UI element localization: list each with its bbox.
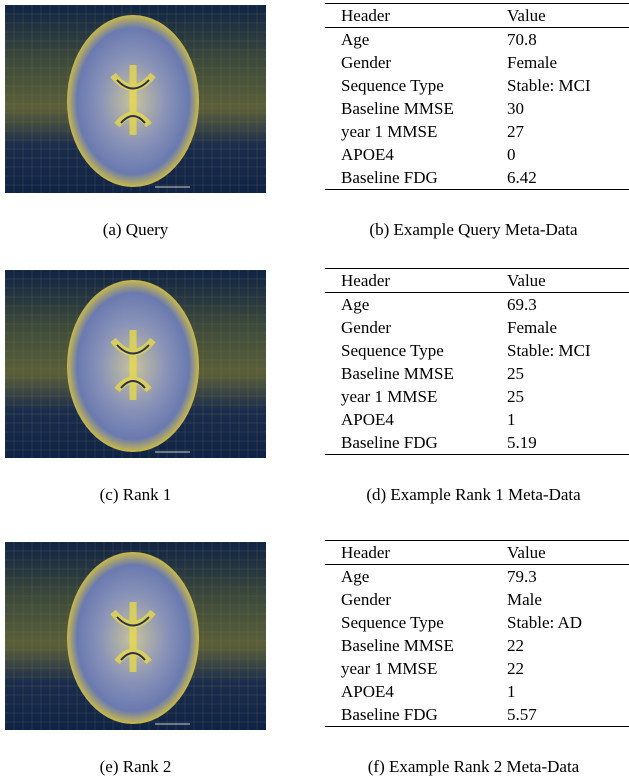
value-cell: Male: [507, 588, 629, 611]
image-caption: (a) Query: [5, 220, 266, 240]
header-cell: Age: [325, 565, 507, 589]
value-cell: 22: [507, 657, 629, 680]
header-cell: year 1 MMSE: [325, 385, 507, 408]
value-cell: Female: [507, 316, 629, 339]
brain-image: [5, 542, 266, 730]
header-cell: Baseline FDG: [325, 703, 507, 727]
table-caption: (b) Example Query Meta-Data: [318, 220, 629, 240]
column-header: Value: [507, 541, 629, 565]
header-cell: Gender: [325, 51, 507, 74]
table-caption: (d) Example Rank 1 Meta-Data: [318, 485, 629, 505]
value-cell: 0: [507, 143, 629, 166]
header-cell: Age: [325, 293, 507, 317]
value-cell: Stable: MCI: [507, 74, 629, 97]
header-cell: APOE4: [325, 143, 507, 166]
brain-image: [5, 5, 266, 193]
brain-image: [5, 270, 266, 458]
header-cell: year 1 MMSE: [325, 120, 507, 143]
header-cell: Gender: [325, 588, 507, 611]
image-caption: (e) Rank 2: [5, 757, 266, 777]
image-caption: (c) Rank 1: [5, 485, 266, 505]
header-cell: Baseline MMSE: [325, 634, 507, 657]
column-header: Header: [325, 269, 507, 293]
header-cell: Sequence Type: [325, 339, 507, 362]
header-cell: Gender: [325, 316, 507, 339]
column-header: Value: [507, 269, 629, 293]
value-cell: 1: [507, 408, 629, 431]
value-cell: 69.3: [507, 293, 629, 317]
value-cell: 70.8: [507, 28, 629, 52]
value-cell: Stable: AD: [507, 611, 629, 634]
value-cell: 22: [507, 634, 629, 657]
figure: (a) QueryHeaderValueAge70.8GenderFemaleS…: [0, 0, 629, 784]
header-cell: Sequence Type: [325, 611, 507, 634]
value-cell: 25: [507, 385, 629, 408]
value-cell: 25: [507, 362, 629, 385]
header-cell: Baseline FDG: [325, 431, 507, 455]
value-cell: 27: [507, 120, 629, 143]
value-cell: Female: [507, 51, 629, 74]
value-cell: 79.3: [507, 565, 629, 589]
header-cell: Baseline MMSE: [325, 362, 507, 385]
header-cell: Age: [325, 28, 507, 52]
header-cell: APOE4: [325, 408, 507, 431]
header-cell: year 1 MMSE: [325, 657, 507, 680]
header-cell: Baseline FDG: [325, 166, 507, 190]
table-caption: (f) Example Rank 2 Meta-Data: [318, 757, 629, 777]
value-cell: 6.42: [507, 166, 629, 190]
column-header: Header: [325, 4, 507, 28]
value-cell: 5.57: [507, 703, 629, 727]
value-cell: 30: [507, 97, 629, 120]
value-cell: 5.19: [507, 431, 629, 455]
value-cell: Stable: MCI: [507, 339, 629, 362]
column-header: Header: [325, 541, 507, 565]
header-cell: APOE4: [325, 680, 507, 703]
header-cell: Baseline MMSE: [325, 97, 507, 120]
column-header: Value: [507, 4, 629, 28]
value-cell: 1: [507, 680, 629, 703]
header-cell: Sequence Type: [325, 74, 507, 97]
